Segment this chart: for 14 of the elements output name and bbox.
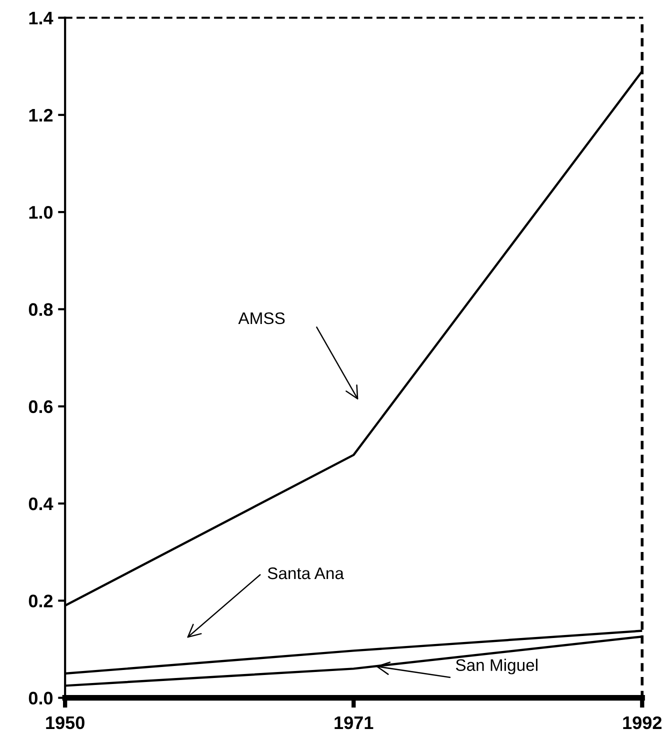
annotation: San Miguel	[456, 658, 538, 674]
y-tick-label: 1.2	[29, 108, 53, 122]
annotation: Santa Ana	[268, 567, 344, 580]
y-tick-label: 0.8	[28, 303, 53, 316]
y-tick-label: 0.4	[28, 497, 54, 510]
annotation: AMSS	[238, 312, 285, 324]
x-tick-label: 1971	[334, 716, 374, 730]
y-tick-label: 0.0	[28, 692, 53, 705]
y-tick-label: 0.2	[28, 594, 53, 608]
x-tick-label: 1992	[623, 716, 662, 730]
x-tick-label: 1950	[46, 716, 84, 730]
y-tick-label: 1.0	[29, 206, 53, 219]
y-tick-label: 1.4	[29, 12, 54, 24]
y-tick-label: 0.6	[28, 400, 53, 414]
